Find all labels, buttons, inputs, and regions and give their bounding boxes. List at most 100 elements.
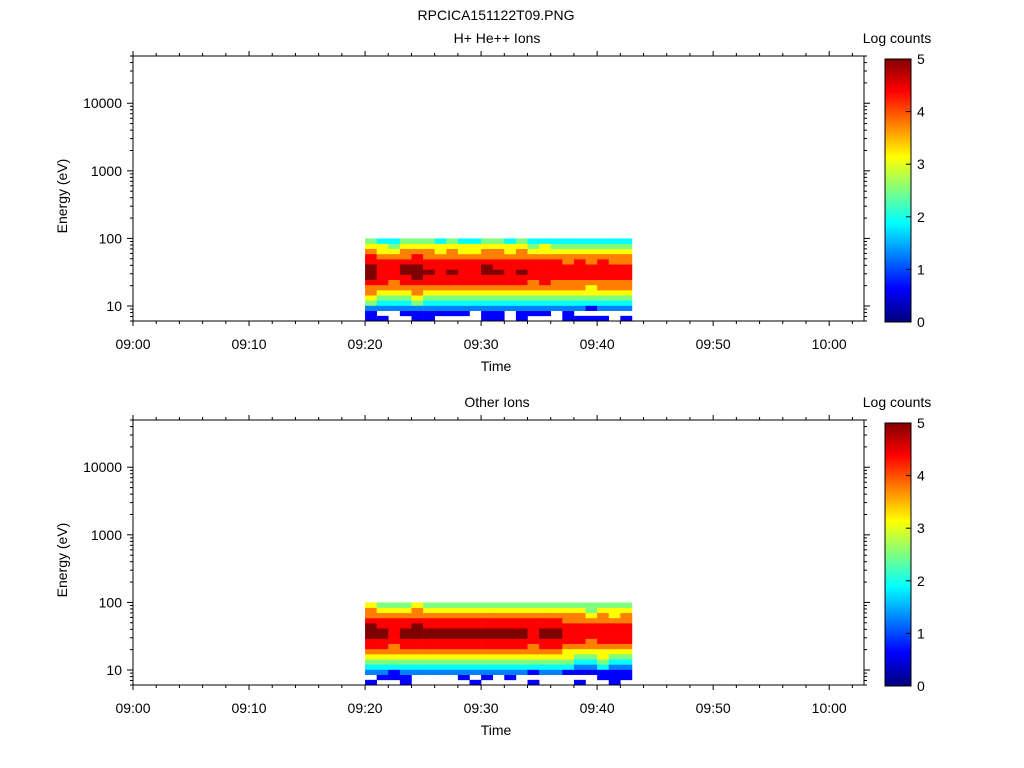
spectrogram-cell	[608, 633, 621, 639]
spectrogram-cell	[515, 612, 528, 619]
colorbar-segment	[885, 218, 911, 222]
spectrogram-cell	[608, 628, 621, 634]
colorbar-segment	[885, 214, 911, 218]
spectrogram-cell	[597, 279, 610, 286]
spectrogram-cell	[597, 617, 610, 624]
colorbar-segment	[885, 633, 911, 636]
colorbar-segment	[885, 449, 911, 452]
spectrogram-cell	[469, 602, 482, 608]
spectrogram-cell	[527, 295, 540, 301]
spectrogram-cell	[399, 243, 412, 250]
spectrogram-cell	[423, 628, 435, 634]
spectrogram-cell	[515, 253, 528, 260]
spectrogram-cell	[492, 284, 505, 291]
spectrogram-cell	[504, 648, 517, 655]
colorbar-segment	[885, 591, 911, 595]
colorbar-segment	[885, 668, 911, 672]
colorbar-segment	[885, 102, 911, 106]
spectrogram-cell	[573, 284, 586, 291]
colorbar-segment	[885, 442, 911, 446]
spectrogram-cell	[492, 643, 505, 650]
spectrogram-cell	[423, 633, 435, 639]
colorbar-segment	[885, 561, 911, 564]
colorbar-tick-label: 4	[917, 104, 925, 120]
colorbar-segment	[885, 545, 911, 549]
spectrogram-cell	[457, 612, 470, 619]
spectrogram-cell	[365, 664, 377, 670]
spectrogram-cell	[515, 638, 528, 645]
colorbar-segment	[885, 620, 911, 623]
spectrogram-cell	[457, 623, 470, 629]
spectrogram-cell	[515, 659, 528, 665]
spectrogram-cell	[469, 654, 482, 660]
spectrogram-cell	[365, 264, 377, 270]
spectrogram-cell	[504, 602, 517, 608]
spectrogram-cell	[527, 623, 540, 629]
spectrogram-cell	[527, 643, 540, 650]
spectrogram-cell	[504, 674, 517, 681]
spectrogram-cell	[562, 607, 575, 614]
spectrogram-cell	[481, 648, 493, 655]
spectrogram-cell	[492, 295, 505, 301]
colorbar-segment	[885, 91, 911, 95]
spectrogram-cell	[573, 654, 586, 660]
spectrogram-cell	[446, 248, 459, 255]
spectrogram-cell	[492, 248, 505, 255]
spectrogram-cell	[399, 628, 412, 634]
spectrogram-cell	[562, 290, 575, 296]
spectrogram-cell	[492, 648, 505, 655]
colorbar-segment	[885, 578, 911, 582]
spectrogram-cell	[457, 607, 470, 614]
spectrogram-cell	[504, 305, 517, 311]
spectrogram-cell	[388, 628, 401, 634]
spectrogram-cell	[539, 654, 552, 660]
spectrogram-cell	[365, 269, 377, 275]
spectrogram-cell	[434, 628, 447, 634]
spectrogram-cell	[399, 659, 412, 665]
colorbar-segment	[885, 109, 911, 112]
spectrogram-cell	[527, 602, 540, 608]
spectrogram-cell	[481, 248, 493, 255]
colorbar-segment	[885, 137, 911, 141]
spectrogram-cell	[457, 602, 470, 608]
spectrogram-cell	[388, 612, 401, 619]
spectrogram-cell	[388, 269, 401, 275]
colorbar-segment	[885, 135, 911, 139]
colorbar-segment	[885, 425, 911, 428]
colorbar-segment	[885, 569, 911, 573]
spectrogram-cell	[376, 617, 389, 624]
spectrogram-cell	[550, 295, 563, 301]
spectrogram-cell	[562, 612, 575, 619]
spectrogram-cell	[399, 253, 412, 260]
spectrogram-cell	[515, 602, 528, 608]
x-tick-label: 09:10	[232, 700, 267, 716]
y-tick-label: 1000	[91, 163, 122, 179]
spectrogram-cell	[527, 617, 540, 624]
colorbar-segment	[885, 107, 911, 110]
colorbar-segment	[885, 100, 911, 104]
spectrogram-cell	[446, 648, 459, 655]
spectrogram-cell	[365, 607, 377, 614]
colorbar-segment	[885, 311, 911, 314]
spectrogram-cell	[388, 602, 401, 608]
colorbar-tick-label: 1	[917, 625, 925, 641]
spectrogram-cell	[585, 300, 598, 306]
spectrogram-cell	[492, 623, 505, 629]
spectrogram-cell	[457, 269, 470, 275]
colorbar-segment	[885, 275, 911, 279]
spectrogram-cell	[469, 664, 482, 670]
colorbar-segment	[885, 521, 911, 525]
spectrogram-cell	[411, 248, 424, 255]
colorbar-segment	[885, 76, 911, 80]
spectrogram-cell	[388, 300, 401, 306]
spectrogram-cell	[550, 274, 563, 281]
spectrogram-cell	[411, 602, 424, 608]
spectrogram-cell	[539, 648, 552, 655]
spectrogram-cell	[504, 617, 517, 624]
colorbar-segment	[885, 657, 911, 661]
spectrogram-cell	[620, 623, 633, 629]
colorbar-segment	[885, 304, 911, 308]
spectrogram-cell	[399, 259, 412, 265]
spectrogram-cell	[399, 295, 412, 301]
spectrogram-cell	[539, 269, 552, 275]
